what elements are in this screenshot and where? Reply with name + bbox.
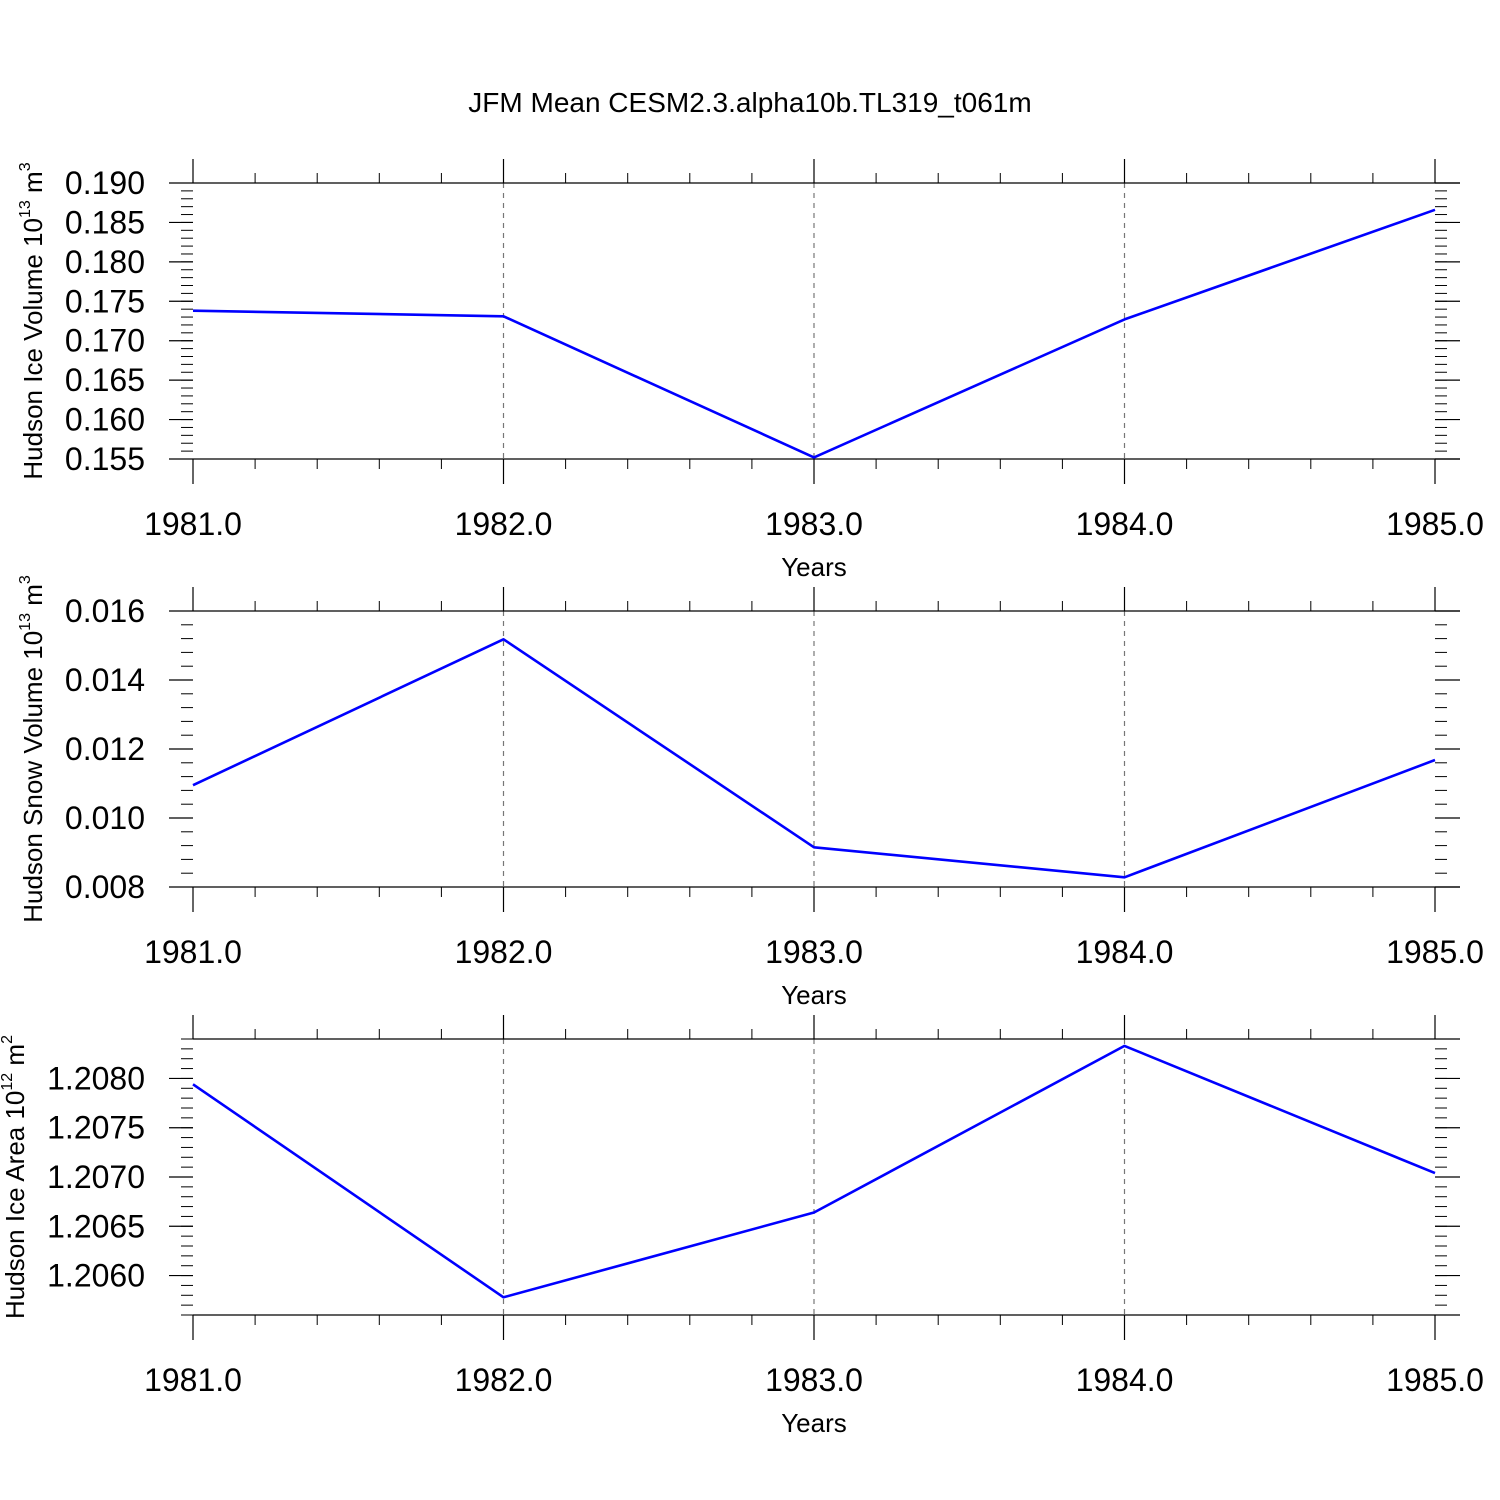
y-axis-title: Hudson Ice Area 1012 m2 xyxy=(0,1035,30,1319)
y-tick-label: 1.2075 xyxy=(47,1110,145,1146)
x-tick-label: 1985.0 xyxy=(1386,1362,1484,1398)
x-axis-title: Years xyxy=(781,552,847,582)
y-tick-label: 0.180 xyxy=(65,244,145,280)
y-tick-label: 0.016 xyxy=(65,593,145,629)
x-tick-label: 1981.0 xyxy=(144,1362,242,1398)
x-tick-label: 1981.0 xyxy=(144,506,242,542)
series-line xyxy=(192,1044,1436,1299)
y-tick-label: 0.010 xyxy=(65,800,145,836)
panel-2: 0.008 0.010 0.012 0.014 0.016 1981.0 1982.0 198… xyxy=(17,575,1484,1010)
y-tick-label: 0.170 xyxy=(65,323,145,359)
series-line xyxy=(192,637,1436,879)
y-tick-label: 0.012 xyxy=(65,731,145,767)
x-tick-label: 1982.0 xyxy=(455,1362,553,1398)
y-axis-title: Hudson Snow Volume 1013 m3 xyxy=(17,575,48,923)
y-axis-title: Hudson Ice Volume 1013 m3 xyxy=(17,162,48,479)
series-line xyxy=(192,208,1436,459)
x-axis-title: Years xyxy=(781,980,847,1010)
x-tick-label: 1983.0 xyxy=(765,934,863,970)
x-tick-label: 1983.0 xyxy=(765,1362,863,1398)
x-tick-label: 1982.0 xyxy=(455,506,553,542)
x-tick-label: 1984.0 xyxy=(1076,1362,1174,1398)
y-tick-label: 1.2070 xyxy=(47,1159,145,1195)
y-tick-label: 1.2080 xyxy=(47,1060,145,1096)
y-tick-label: 1.2065 xyxy=(47,1208,145,1244)
x-tick-label: 1982.0 xyxy=(455,934,553,970)
y-tick-label: 0.008 xyxy=(65,869,145,905)
y-tick-label: 0.160 xyxy=(65,402,145,438)
x-tick-label: 1984.0 xyxy=(1076,506,1174,542)
y-tick-label: 0.190 xyxy=(65,165,145,201)
x-tick-label: 1985.0 xyxy=(1386,506,1484,542)
y-tick-label: 0.175 xyxy=(65,283,145,319)
x-tick-label: 1984.0 xyxy=(1076,934,1174,970)
panel-3: 1.2060 1.2065 1.2070 1.2075 1.2080 1981.0 1982… xyxy=(0,1015,1484,1438)
y-tick-label: 0.155 xyxy=(65,441,145,477)
y-tick-label: 0.165 xyxy=(65,362,145,398)
chart-title: JFM Mean CESM2.3.alpha10b.TL319_t061m xyxy=(468,87,1031,118)
x-tick-label: 1981.0 xyxy=(144,934,242,970)
x-axis-title: Years xyxy=(781,1408,847,1438)
y-tick-label: 1.2060 xyxy=(47,1258,145,1294)
y-tick-label: 0.014 xyxy=(65,662,145,698)
x-tick-label: 1985.0 xyxy=(1386,934,1484,970)
x-tick-label: 1983.0 xyxy=(765,506,863,542)
y-tick-label: 0.185 xyxy=(65,204,145,240)
